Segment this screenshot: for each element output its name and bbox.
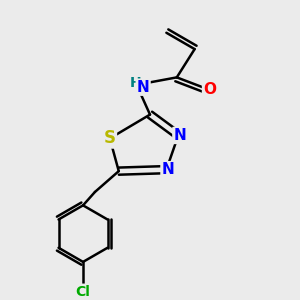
Text: H: H (129, 76, 141, 90)
Text: S: S (104, 129, 116, 147)
Text: N: N (161, 162, 174, 177)
Text: N: N (137, 80, 149, 95)
Text: O: O (203, 82, 216, 97)
Text: N: N (173, 128, 186, 143)
Text: Cl: Cl (76, 285, 91, 299)
